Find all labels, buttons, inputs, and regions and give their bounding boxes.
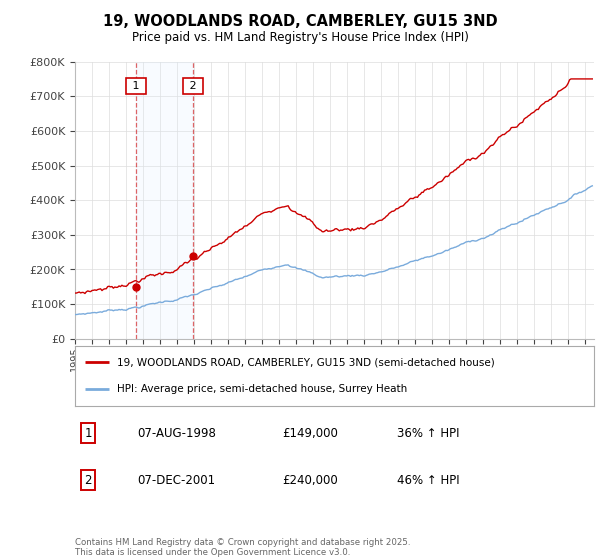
Text: 1: 1 (84, 427, 92, 440)
Text: £240,000: £240,000 (283, 474, 338, 487)
Text: 19, WOODLANDS ROAD, CAMBERLEY, GU15 3ND (semi-detached house): 19, WOODLANDS ROAD, CAMBERLEY, GU15 3ND … (116, 357, 494, 367)
Text: Price paid vs. HM Land Registry's House Price Index (HPI): Price paid vs. HM Land Registry's House … (131, 31, 469, 44)
Text: HPI: Average price, semi-detached house, Surrey Heath: HPI: Average price, semi-detached house,… (116, 384, 407, 394)
Bar (136, 62, 193, 339)
Text: 19, WOODLANDS ROAD, CAMBERLEY, GU15 3ND: 19, WOODLANDS ROAD, CAMBERLEY, GU15 3ND (103, 14, 497, 29)
Text: £149,000: £149,000 (283, 427, 338, 440)
Text: 2: 2 (84, 474, 92, 487)
Text: 1: 1 (129, 81, 143, 91)
Text: 07-DEC-2001: 07-DEC-2001 (137, 474, 215, 487)
Text: 07-AUG-1998: 07-AUG-1998 (137, 427, 216, 440)
Text: 46% ↑ HPI: 46% ↑ HPI (397, 474, 460, 487)
Text: Contains HM Land Registry data © Crown copyright and database right 2025.
This d: Contains HM Land Registry data © Crown c… (75, 538, 410, 557)
Text: 2: 2 (186, 81, 200, 91)
Text: 36% ↑ HPI: 36% ↑ HPI (397, 427, 459, 440)
